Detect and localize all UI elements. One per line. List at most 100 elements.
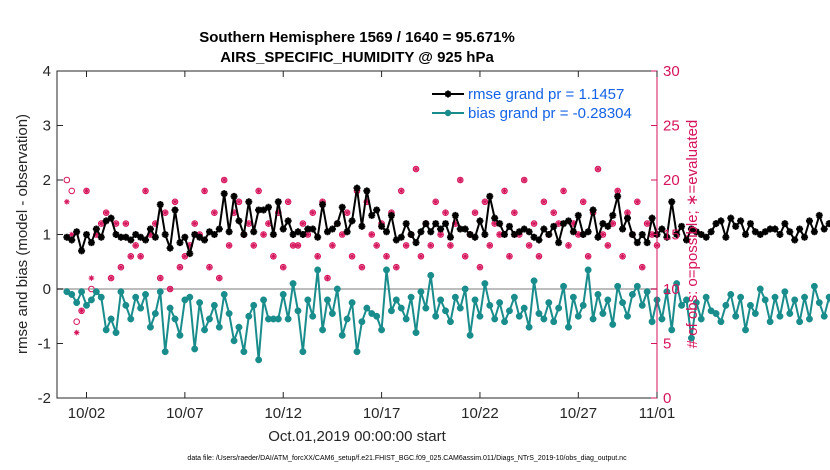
obs-evaluated-point — [634, 199, 641, 205]
bias-point — [589, 315, 597, 323]
rmse-point — [166, 244, 174, 252]
x-tick-label: 10/27 — [560, 405, 598, 422]
rmse-point — [343, 228, 351, 236]
obs-evaluated-point — [280, 264, 287, 270]
obs-evaluated-point — [600, 231, 606, 238]
bias-point — [127, 315, 135, 323]
obs-evaluated-point — [260, 231, 267, 238]
bias-point — [324, 296, 331, 304]
bias-point — [471, 296, 479, 304]
rmse-point — [220, 190, 228, 198]
bias-point — [491, 315, 499, 323]
bias-point — [702, 293, 710, 301]
bias-point — [614, 282, 622, 290]
x-tick-label: 11/01 — [639, 405, 675, 422]
rmse-point — [127, 236, 135, 244]
rmse-point — [619, 225, 627, 233]
rmse-point — [274, 198, 282, 206]
y2-tick-label: 20 — [663, 172, 680, 189]
bias-point — [506, 307, 513, 315]
bias-point — [383, 266, 390, 274]
obs-evaluated-point — [486, 242, 493, 249]
bias-point — [481, 280, 489, 287]
rmse-point — [353, 184, 361, 192]
bias-point — [68, 291, 76, 298]
chart-subtitle: AIRS_SPECIFIC_HUMIDITY @ 925 hPa — [220, 49, 494, 66]
rmse-point — [378, 222, 386, 230]
rmse-point — [697, 231, 705, 238]
rmse-point — [628, 231, 636, 238]
bias-point — [624, 312, 631, 320]
obs-evaluated-point — [309, 209, 316, 216]
bias-point — [751, 310, 759, 317]
obs-evaluated-point — [501, 188, 508, 194]
y2-tick-label: 0 — [663, 390, 671, 407]
x-tick-label: 10/07 — [166, 405, 204, 422]
bias-point — [122, 301, 130, 309]
rmse-point — [407, 231, 415, 238]
rmse-point — [540, 225, 548, 233]
bias-point — [486, 301, 494, 309]
rmse-point — [476, 217, 484, 225]
bias-point — [732, 312, 740, 320]
rmse-point — [471, 233, 479, 241]
bias-point — [73, 299, 81, 307]
rmse-point — [781, 220, 789, 228]
bias-point — [284, 315, 292, 323]
bias-point — [604, 296, 612, 304]
bias-point — [569, 293, 577, 301]
rmse-point — [801, 233, 809, 241]
obs-evaluated-point — [201, 188, 208, 194]
rmse-point — [722, 233, 730, 241]
bias-point — [599, 310, 607, 317]
obs-evaluated-point — [393, 264, 400, 270]
rmse-point — [161, 231, 169, 238]
bias-point — [260, 296, 268, 304]
bias-point — [378, 326, 386, 334]
obs-evaluated-point — [536, 253, 542, 260]
obs-evaluated-point — [639, 264, 646, 270]
bias-point — [373, 312, 381, 320]
rmse-point — [210, 231, 218, 238]
obs-evaluated-point — [511, 209, 518, 216]
rmse-point — [683, 236, 691, 244]
bias-point — [255, 356, 263, 364]
obs-evaluated-point — [152, 220, 159, 227]
y-tick-label: 0 — [43, 281, 51, 298]
rmse-point — [171, 206, 179, 214]
rmse-point — [510, 231, 518, 238]
obs-evaluated-point — [132, 242, 139, 249]
rmse-line — [66, 187, 830, 255]
bias-point — [102, 326, 110, 334]
rmse-point — [264, 203, 272, 211]
obs-evaluated-point — [550, 209, 557, 216]
obs-possible-point — [88, 285, 95, 293]
obs-evaluated-point — [305, 231, 311, 238]
rmse-point — [555, 239, 563, 247]
rmse-point — [481, 231, 489, 238]
rmse-point — [309, 225, 317, 233]
bias-point — [776, 312, 784, 320]
bias-point — [456, 304, 464, 312]
bias-point — [555, 304, 563, 312]
obs-evaluated-point — [575, 231, 582, 238]
rmse-point — [151, 233, 159, 241]
bias-point — [737, 293, 745, 301]
obs-evaluated-point — [285, 199, 291, 205]
bias-point — [161, 348, 169, 356]
obs-evaluated-point — [349, 253, 355, 260]
rmse-point — [648, 214, 656, 222]
obs-evaluated-point — [496, 231, 503, 238]
rmse-point — [505, 222, 513, 230]
obs-evaluated-point — [172, 199, 178, 205]
bias-point — [442, 307, 449, 315]
bias-point — [304, 296, 312, 304]
bias-point — [220, 291, 228, 298]
rmse-point — [805, 217, 813, 225]
obs-possible-point — [68, 187, 76, 195]
rmse-point — [791, 236, 799, 244]
rmse-point — [201, 236, 209, 244]
bias-point — [584, 266, 592, 274]
rmse-point — [289, 231, 297, 238]
rmse-point — [412, 239, 420, 247]
